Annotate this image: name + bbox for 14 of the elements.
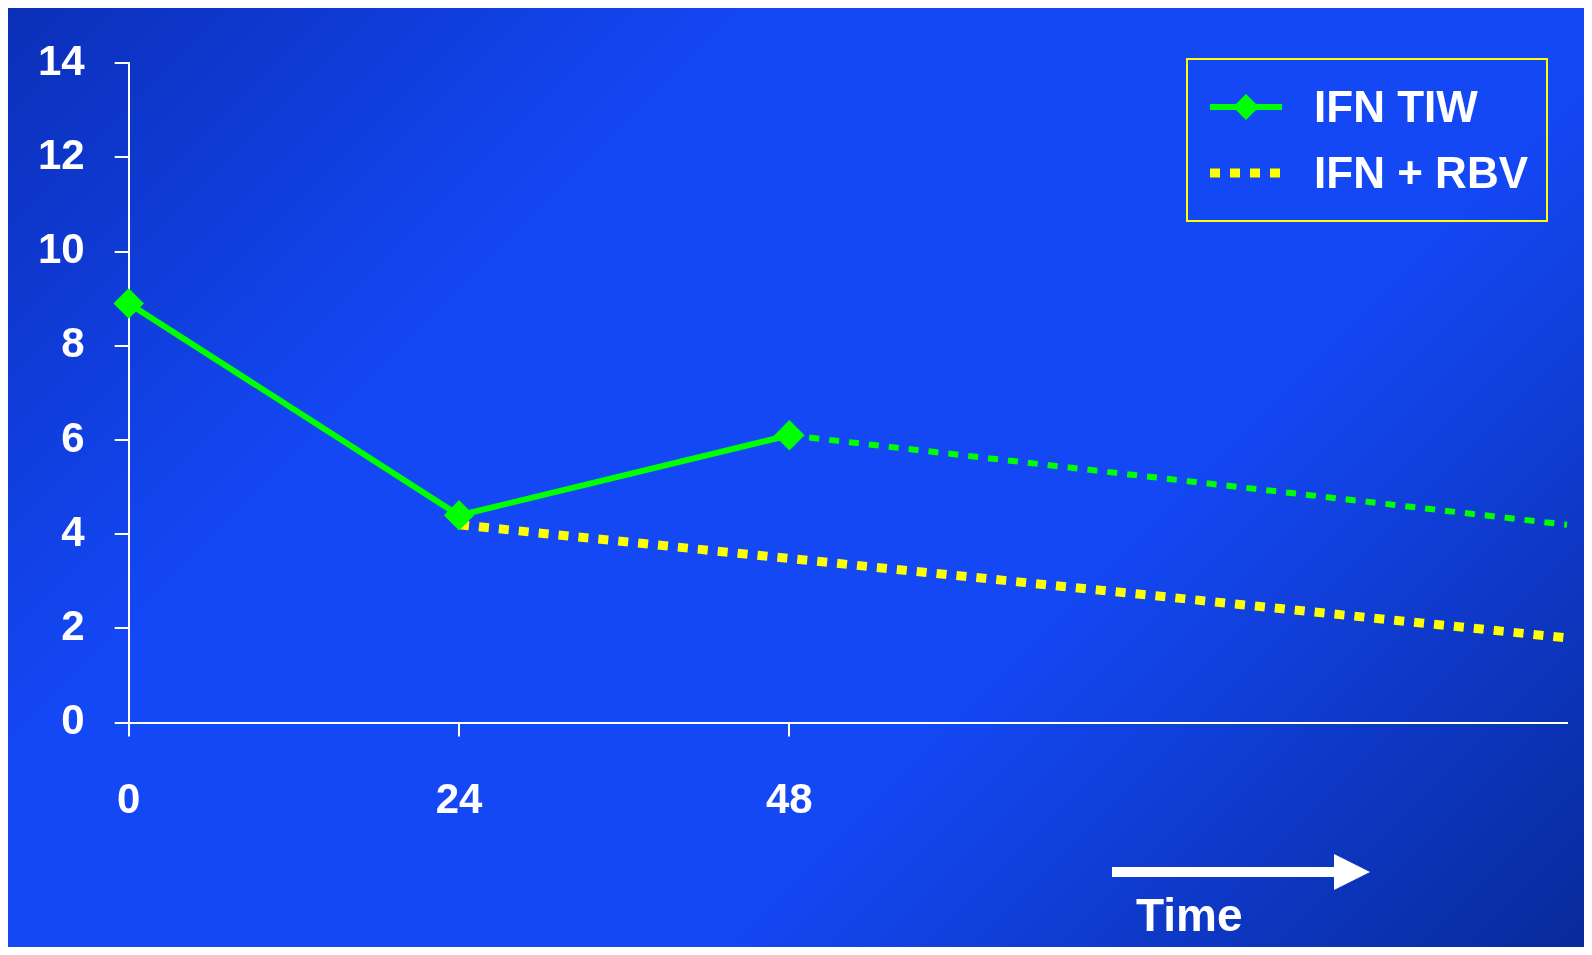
x-tick-label: 0: [117, 775, 141, 823]
legend-label: IFN TIW: [1314, 82, 1478, 132]
y-tick-label: 2: [61, 601, 85, 649]
y-tick-label: 12: [38, 130, 85, 178]
legend-label: IFN + RBV: [1314, 148, 1528, 198]
y-tick-label: 6: [61, 413, 85, 461]
y-tick-label: 8: [61, 319, 85, 367]
y-tick-label: 14: [38, 36, 86, 84]
y-tick-label: 4: [61, 507, 86, 555]
x-axis-title: Time: [1136, 888, 1243, 942]
x-tick-label: 24: [435, 775, 484, 823]
y-tick-label: 0: [61, 696, 85, 744]
y-tick-label: 10: [38, 225, 85, 273]
x-tick-label: 48: [766, 775, 813, 823]
